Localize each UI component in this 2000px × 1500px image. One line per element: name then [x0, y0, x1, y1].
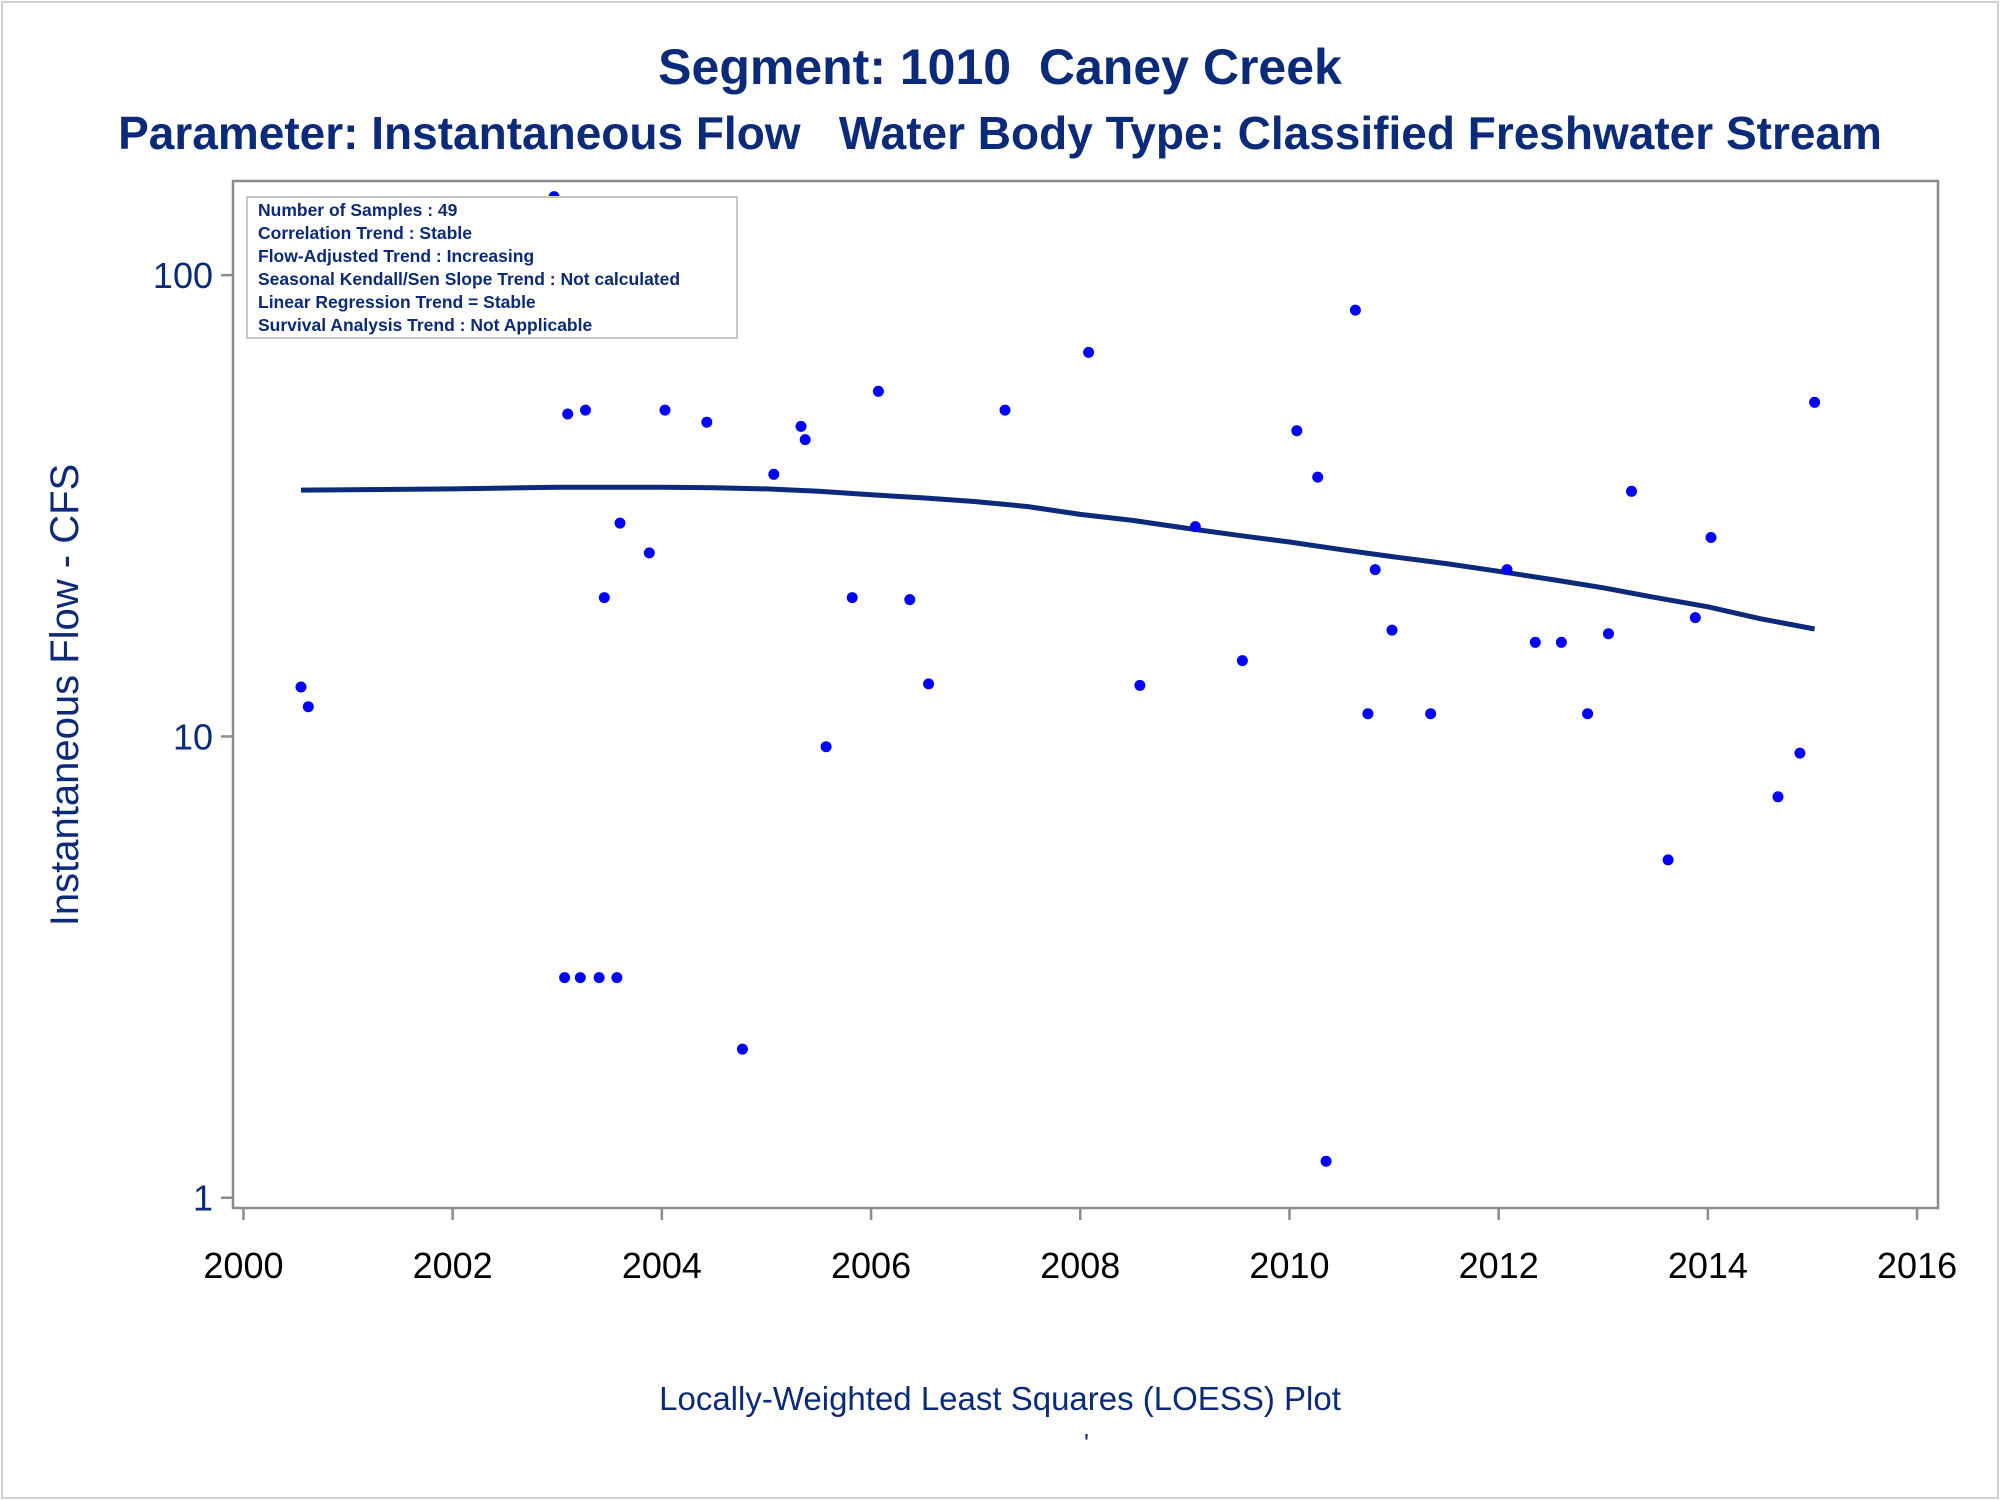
data-point-5 — [562, 408, 574, 420]
data-point-49 — [1809, 396, 1821, 408]
x-tick-label-2016: 2016 — [1877, 1245, 1957, 1286]
data-point-6 — [574, 972, 586, 984]
x-axis: 2000 2002 2004 2006 2008 2010 2012 2014 2016 — [203, 1208, 1957, 1286]
stats-line-seasonal-kendall: Seasonal Kendall/Sen Slope Trend : Not c… — [258, 269, 680, 289]
data-point-15 — [701, 416, 713, 428]
data-point-9 — [598, 592, 610, 604]
x-tick-label-2002: 2002 — [413, 1245, 493, 1286]
x-tick-label-2000: 2000 — [203, 1245, 283, 1286]
data-point-4 — [559, 972, 571, 984]
points-layer — [295, 191, 1821, 1167]
data-point-33 — [1349, 304, 1361, 316]
plot-area — [231, 179, 1940, 1210]
data-point-43 — [1626, 485, 1637, 497]
data-point-26 — [1083, 346, 1095, 358]
loess-layer — [300, 484, 1816, 632]
data-point-38 — [1501, 564, 1513, 576]
stats-inset: Number of Samples : 49 Correlation Trend… — [246, 196, 738, 339]
data-point-18 — [795, 420, 807, 432]
x-tick-label-2008: 2008 — [1040, 1245, 1120, 1286]
data-point-44 — [1662, 854, 1674, 866]
data-point-2 — [302, 701, 314, 713]
data-point-40 — [1555, 636, 1567, 648]
data-point-20 — [820, 741, 832, 753]
data-point-30 — [1291, 425, 1303, 437]
data-point-17 — [768, 468, 780, 480]
data-point-11 — [614, 517, 626, 529]
data-point-25 — [999, 404, 1011, 416]
data-point-42 — [1603, 628, 1614, 640]
data-point-28 — [1189, 521, 1201, 533]
data-point-34 — [1362, 708, 1374, 720]
data-point-29 — [1236, 655, 1248, 667]
x-tick-label-2010: 2010 — [1249, 1245, 1329, 1286]
chart-title: Segment: 1010 Caney Creek — [658, 39, 1342, 95]
x-tick-label-2004: 2004 — [622, 1245, 702, 1286]
data-point-1 — [295, 681, 307, 693]
stats-line-samples: Number of Samples : 49 — [258, 200, 458, 220]
x-tick-label-2014: 2014 — [1668, 1245, 1748, 1286]
x-tick-label-2006: 2006 — [831, 1245, 911, 1286]
data-point-37 — [1425, 708, 1437, 720]
y-tick-label-100: 100 — [153, 255, 213, 296]
data-point-27 — [1134, 679, 1146, 691]
data-point-23 — [904, 594, 916, 606]
y-axis-label: Instantaneous Flow - CFS — [43, 464, 87, 926]
data-point-45 — [1689, 612, 1701, 624]
y-tick-label-1: 1 — [193, 1178, 213, 1219]
footnote: Locally-Weighted Least Squares (LOESS) P… — [659, 1380, 1341, 1417]
data-point-47 — [1772, 791, 1784, 803]
data-point-46 — [1705, 532, 1717, 543]
data-point-10 — [611, 972, 623, 984]
chart-subtitle: Parameter: Instantaneous Flow Water Body… — [118, 107, 1882, 159]
data-point-22 — [872, 385, 884, 397]
data-point-48 — [1794, 747, 1806, 759]
data-point-24 — [923, 678, 935, 690]
data-point-31 — [1312, 471, 1324, 483]
data-point-41 — [1582, 708, 1594, 720]
stats-line-linear-regression: Linear Regression Trend = Stable — [258, 292, 536, 312]
y-axis: 1 10 100 — [153, 255, 233, 1219]
stats-line-correlation: Correlation Trend : Stable — [258, 223, 472, 243]
footnote-mark: ' — [1084, 1428, 1089, 1458]
data-point-13 — [659, 404, 671, 416]
stats-line-survival: Survival Analysis Trend : Not Applicable — [258, 315, 592, 335]
x-tick-label-2012: 2012 — [1459, 1245, 1539, 1286]
stats-line-flow-adjusted: Flow-Adjusted Trend : Increasing — [258, 246, 534, 266]
data-point-16 — [736, 1043, 748, 1055]
data-point-39 — [1529, 636, 1541, 648]
data-point-19 — [799, 434, 811, 446]
data-point-36 — [1386, 624, 1398, 636]
data-point-32 — [1320, 1155, 1332, 1167]
loess-curve — [300, 484, 1816, 632]
y-tick-label-10: 10 — [173, 716, 213, 757]
data-point-8 — [593, 972, 605, 984]
stats-inset-box — [246, 196, 738, 339]
data-point-21 — [846, 592, 858, 604]
data-point-7 — [580, 404, 591, 416]
data-point-12 — [643, 547, 655, 559]
data-point-35 — [1369, 564, 1381, 576]
